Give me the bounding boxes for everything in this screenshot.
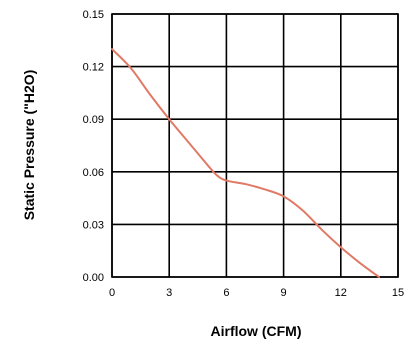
y-axis-title: Static Pressure ("H2O): [21, 70, 37, 221]
x-tick-labels: 0 3 6 9 12 15: [109, 287, 404, 299]
x-tick-label: 15: [392, 287, 404, 299]
series-layer: [111, 48, 380, 278]
x-tick-label: 3: [166, 287, 172, 299]
y-tick-label: 0.03: [83, 219, 104, 231]
x-tick-label: 12: [335, 287, 347, 299]
y-tick-label: 0.06: [83, 167, 104, 179]
y-tick-labels: 0.00 0.03 0.06 0.09 0.12 0.15: [83, 9, 104, 284]
x-tick-label: 9: [281, 287, 287, 299]
plot-frame: [111, 13, 399, 278]
x-tick-label: 0: [109, 287, 115, 299]
grid: [111, 13, 399, 278]
y-tick-label: 0.12: [83, 62, 104, 74]
y-tick-label: 0.15: [83, 9, 104, 21]
y-tick-label: 0.09: [83, 114, 104, 126]
x-tick-label: 6: [223, 287, 229, 299]
plot-border: [111, 13, 399, 278]
series-line: [111, 48, 380, 278]
x-axis-title: Airflow (CFM): [211, 323, 302, 339]
y-tick-label: 0.00: [83, 272, 104, 284]
